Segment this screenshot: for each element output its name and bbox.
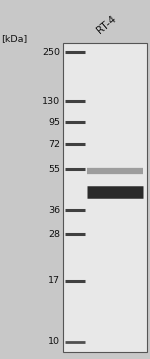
Text: 250: 250 [42, 47, 60, 57]
Text: 55: 55 [48, 165, 60, 174]
Text: RT-4: RT-4 [95, 14, 118, 36]
Text: 72: 72 [48, 140, 60, 149]
Text: 36: 36 [48, 205, 60, 215]
Text: 130: 130 [42, 97, 60, 106]
Text: 95: 95 [48, 117, 60, 127]
Text: 17: 17 [48, 276, 60, 285]
FancyBboxPatch shape [63, 43, 147, 352]
Text: 10: 10 [48, 337, 60, 346]
Text: [kDa]: [kDa] [2, 34, 28, 43]
Text: 28: 28 [48, 229, 60, 239]
